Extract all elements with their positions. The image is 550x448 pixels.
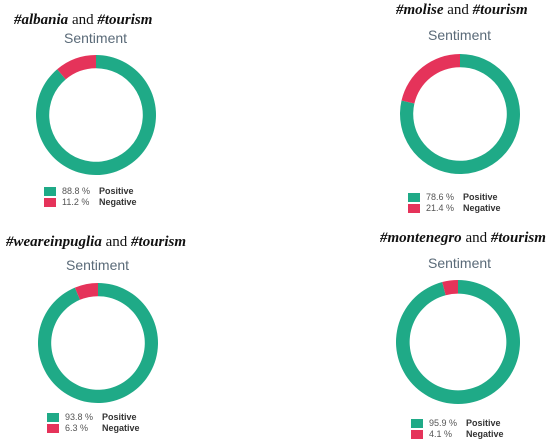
legend-label-negative: Negative (102, 423, 140, 433)
donut-chart (400, 54, 520, 174)
donut-slice-negative (57, 55, 96, 80)
legend-value-negative: 4.1 % (429, 429, 453, 439)
legend-swatch-positive (408, 193, 420, 202)
legend-label-negative: Negative (466, 429, 504, 439)
legend-swatch-negative (47, 424, 59, 433)
legend-label-negative: Negative (463, 203, 501, 213)
chart-subtitle: Sentiment (66, 257, 130, 273)
legend-label-positive: Positive (466, 418, 501, 428)
legend-value-positive: 88.8 % (62, 186, 91, 196)
chart-title: #molise and #tourism (396, 2, 528, 19)
legend-swatch-positive (411, 419, 423, 428)
legend-value-negative: 21.4 % (426, 203, 455, 213)
legend-value-positive: 95.9 % (429, 418, 458, 428)
legend-swatch-negative (411, 430, 423, 439)
hashtag-region: #molise (396, 2, 444, 18)
donut-slice-positive (396, 280, 520, 404)
chart-subtitle: Sentiment (64, 30, 128, 46)
chart-title: #montenegro and #tourism (380, 230, 546, 247)
title-conjunction: and (443, 2, 473, 18)
hashtag-topic: #tourism (97, 12, 153, 28)
hashtag-region: #montenegro (380, 230, 462, 246)
legend-value-negative: 6.3 % (65, 423, 89, 433)
legend-swatch-positive (44, 187, 56, 196)
legend-value-positive: 93.8 % (65, 412, 94, 422)
legend-label-positive: Positive (463, 192, 498, 202)
legend-label-positive: Positive (102, 412, 137, 422)
title-conjunction: and (68, 12, 98, 28)
legend-swatch-negative (44, 198, 56, 207)
title-conjunction: and (101, 234, 132, 250)
legend-label-negative: Negative (99, 197, 137, 207)
donut-chart (396, 280, 520, 404)
chart-subtitle: Sentiment (428, 255, 492, 271)
legend-swatch-negative (408, 204, 420, 213)
chart-subtitle: Sentiment (428, 27, 492, 43)
donut-chart (37, 283, 158, 403)
donut-slice-negative (74, 283, 98, 300)
legend-value-positive: 78.6 % (426, 192, 455, 202)
hashtag-topic: #tourism (131, 234, 187, 250)
donut-slice-positive (37, 283, 158, 403)
donut-chart (35, 55, 156, 175)
hashtag-region: #weareinpuglia (6, 234, 102, 250)
legend-value-negative: 11.2 % (62, 197, 90, 207)
hashtag-topic: #tourism (490, 230, 546, 246)
donut-slice-negative (401, 54, 460, 104)
chart-title: #weareinpuglia and #tourism (6, 234, 186, 251)
donut-slice-positive (35, 55, 156, 175)
legend-swatch-positive (47, 413, 59, 422)
chart-title: #albania and #tourism (14, 12, 152, 29)
hashtag-topic: #tourism (472, 2, 528, 18)
legend-label-positive: Positive (99, 186, 134, 196)
donut-slice-negative (442, 280, 458, 296)
title-conjunction: and (461, 230, 491, 246)
hashtag-region: #albania (14, 12, 69, 28)
